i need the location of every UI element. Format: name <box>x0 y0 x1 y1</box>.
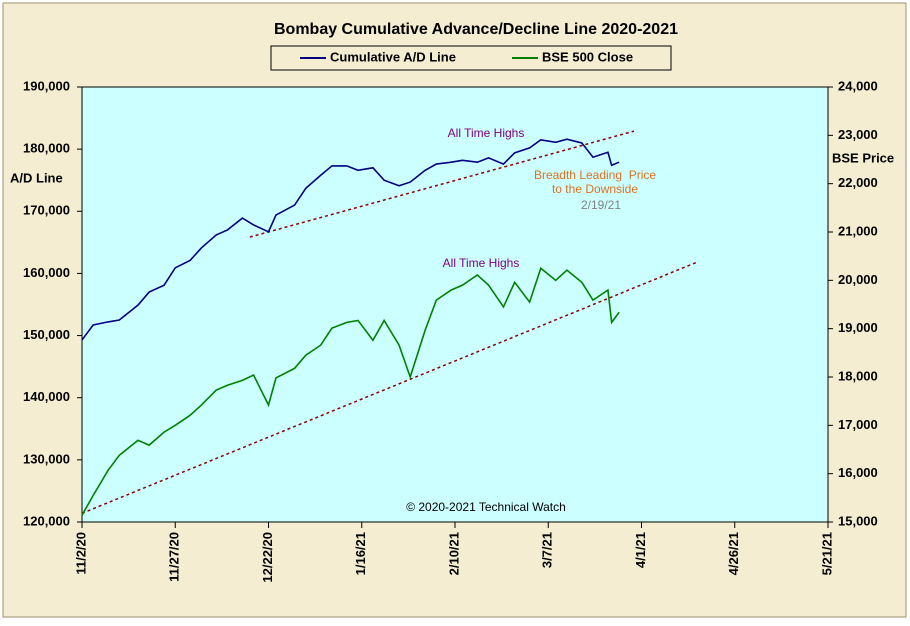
annotation: Breadth Leading Price <box>534 168 656 182</box>
x-tick-label: 2/10/21 <box>446 532 461 575</box>
y2-tick-label: 18,000 <box>838 368 878 383</box>
x-tick-label: 4/1/21 <box>633 532 648 568</box>
y2-tick-label: 21,000 <box>838 223 878 238</box>
x-tick-label: 12/22/20 <box>260 532 275 583</box>
y-tick-label: 150,000 <box>23 327 70 342</box>
y2-tick-label: 24,000 <box>838 78 878 93</box>
x-tick-label: 11/2/20 <box>73 532 88 575</box>
y-tick-label: 170,000 <box>23 203 70 218</box>
y-tick-label: 180,000 <box>23 141 70 156</box>
y2-tick-label: 19,000 <box>838 320 878 335</box>
y-tick-label: 190,000 <box>23 78 70 93</box>
y-tick-label: 130,000 <box>23 451 70 466</box>
annotation: © 2020-2021 Technical Watch <box>406 500 566 514</box>
x-tick-label: 11/27/20 <box>167 532 182 582</box>
y2-tick-label: 16,000 <box>838 465 878 480</box>
plot-area <box>81 86 829 523</box>
chart-title: Bombay Cumulative Advance/Decline Line 2… <box>274 21 678 38</box>
y2-tick-label: 20,000 <box>838 272 878 287</box>
y-tick-label: 140,000 <box>23 389 70 404</box>
y2-tick-label: 22,000 <box>838 175 878 190</box>
annotation: to the Downside <box>552 182 638 196</box>
y2-tick-label: 15,000 <box>838 513 878 528</box>
y2-tick-label: 17,000 <box>838 417 878 432</box>
y-axis-label: A/D Line <box>10 170 63 185</box>
trend-line <box>81 261 698 514</box>
trend-line <box>249 130 635 238</box>
y2-tick-label: 23,000 <box>838 127 878 142</box>
x-tick-label: 1/16/21 <box>353 532 368 575</box>
x-tick-label: 5/21/21 <box>819 532 834 575</box>
legend-label: BSE 500 Close <box>542 49 633 64</box>
annotation: All Time Highs <box>448 126 525 140</box>
legend-label: Cumulative A/D Line <box>330 49 456 64</box>
legend <box>270 45 672 71</box>
series-line <box>81 138 620 341</box>
y-tick-label: 120,000 <box>23 513 70 528</box>
annotation: All Time Highs <box>443 256 520 270</box>
x-tick-label: 3/7/21 <box>540 532 555 568</box>
y-tick-label: 160,000 <box>23 265 70 280</box>
y2-axis-label: BSE Price <box>832 150 894 165</box>
annotation: 2/19/21 <box>581 198 621 212</box>
series-line <box>81 266 620 516</box>
x-tick-label: 4/26/21 <box>726 532 741 575</box>
